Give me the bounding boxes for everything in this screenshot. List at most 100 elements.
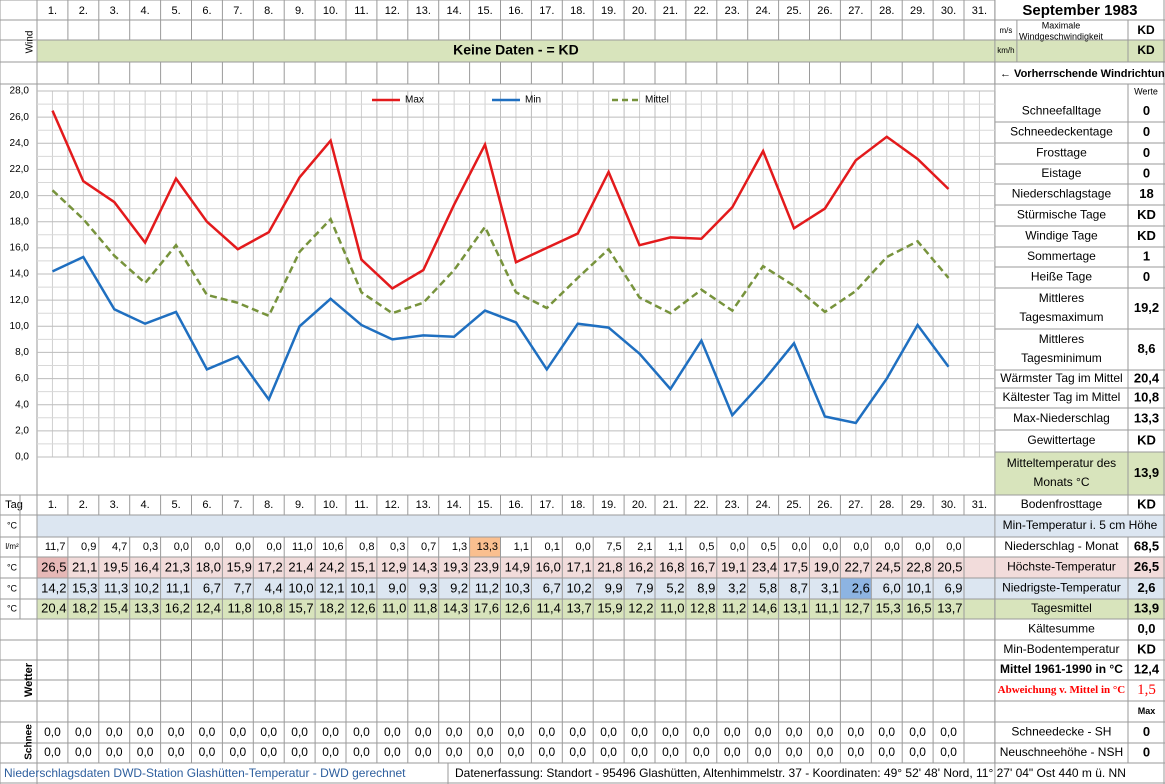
table-cell: 21,4	[288, 559, 313, 574]
panel-label: Tagesmaximum	[1019, 310, 1103, 324]
series-line	[51, 255, 950, 425]
table-cell: 0,0	[662, 725, 679, 739]
table-cell: 15,9	[227, 559, 252, 574]
table-cell: 11,0	[292, 541, 313, 553]
day-label: 28.	[879, 499, 894, 511]
panel-label: Min-Bodentemperatur	[1003, 642, 1119, 656]
table-cell: 11,1	[166, 580, 190, 595]
day-label: 1.	[48, 499, 57, 511]
table-cell: 24,2	[319, 559, 344, 574]
y-tick-label: 12,0	[10, 295, 30, 306]
table-cell: 19,5	[103, 559, 128, 574]
panel-value: 13,9	[1134, 600, 1159, 615]
panel-value: 26,5	[1134, 559, 1159, 574]
day-label: 15.	[477, 5, 492, 17]
table-cell: 14,9	[505, 559, 530, 574]
table-cell: 21,3	[165, 559, 190, 574]
table-cell: 21,8	[597, 559, 622, 574]
table-cell: 10,2	[566, 580, 591, 595]
table-cell: 0,0	[236, 541, 251, 553]
table-cell: 0,0	[477, 745, 494, 759]
table-cell: 16,5	[906, 600, 931, 615]
y-tick-label: 28,0	[10, 86, 30, 97]
y-tick-label: 16,0	[10, 242, 30, 253]
day-label: 16.	[508, 5, 523, 17]
table-cell: 17,1	[566, 559, 591, 574]
y-tick-label: 24,0	[10, 138, 30, 149]
series-line	[51, 189, 950, 318]
day-label: 26.	[817, 5, 832, 17]
label: Windgeschwindigkeit	[1019, 31, 1104, 41]
table-cell: 6,0	[883, 580, 901, 595]
table-cell: 13,7	[937, 600, 962, 615]
panel-label: Gewittertage	[1027, 433, 1095, 447]
table-cell: 0,0	[724, 725, 741, 739]
day-label: 8.	[264, 499, 273, 511]
panel-label: Stürmische Tage	[1017, 208, 1106, 222]
panel-label: Mittleres	[1039, 291, 1084, 305]
table-cell: 2,1	[637, 541, 652, 553]
panel-label: Bodenfrosttage	[1021, 497, 1103, 511]
table-cell: 0,0	[199, 745, 216, 759]
table-cell: 0,0	[755, 745, 772, 759]
table-cell: 0,0	[384, 725, 401, 739]
table-cell: 0,0	[446, 725, 463, 739]
table-cell: 3,1	[821, 580, 839, 595]
day-label: 7.	[233, 5, 242, 17]
day-label: 3.	[110, 5, 119, 17]
panel-label: Max-Niederschlag	[1013, 411, 1110, 425]
table-cell: 18,0	[196, 559, 221, 574]
y-tick-label: 18,0	[10, 216, 30, 227]
table-cell: 0,8	[359, 541, 374, 553]
day-label: 25.	[786, 499, 801, 511]
table-cell: 13,7	[566, 600, 591, 615]
table-cell: 0,0	[575, 541, 590, 553]
panel-label: Windige Tage	[1025, 229, 1098, 243]
table-cell: 10,2	[134, 580, 159, 595]
table-cell: 0,0	[266, 541, 281, 553]
table-cell: 0,0	[724, 745, 741, 759]
table-cell: 0,0	[946, 541, 961, 553]
panel-value: 0	[1143, 145, 1150, 160]
cell-bg	[37, 578, 995, 599]
table-cell: 10,3	[505, 580, 530, 595]
panel-label: Eistage	[1041, 166, 1081, 180]
panel-label: Niederschlag - Monat	[1004, 539, 1119, 553]
table-cell: 0,0	[291, 725, 308, 739]
table-cell: 11,0	[660, 600, 684, 615]
footer-text: Datenerfassung: Standort - 95496 Glashüt…	[455, 766, 1126, 780]
y-tick-label: 22,0	[10, 164, 30, 175]
table-cell: 10,6	[322, 541, 343, 553]
panel-label: Schneedeckentage	[1010, 125, 1113, 139]
label: September 1983	[1022, 2, 1137, 19]
table-cell: 0,0	[353, 745, 370, 759]
table-cell: 11,2	[722, 600, 746, 615]
cell-bg	[994, 452, 1165, 495]
panel-value: 1,5	[1137, 682, 1156, 698]
table-cell: 2,6	[852, 580, 870, 595]
panel-value: KD	[1137, 496, 1156, 511]
day-label: 26.	[817, 499, 832, 511]
table-cell: 0,0	[848, 725, 865, 739]
cell-bg	[994, 40, 1165, 62]
day-label: 23.	[725, 5, 740, 17]
table-cell: 0,0	[415, 745, 432, 759]
panel-label: Mittel 1961-1990 in °C	[1000, 662, 1123, 676]
day-label: 20.	[632, 5, 647, 17]
table-cell: 11,7	[45, 541, 66, 553]
table-cell: 0,0	[786, 725, 803, 739]
table-cell: 0,0	[230, 725, 247, 739]
axis-label: Schnee	[24, 724, 35, 760]
label: °C	[7, 603, 18, 613]
table-cell: 14,2	[41, 580, 66, 595]
table-cell: 12,2	[628, 600, 653, 615]
day-label: 2.	[79, 5, 88, 17]
panel-label: Kältesumme	[1028, 622, 1095, 636]
table-cell: 0,0	[106, 725, 123, 739]
day-label: 5.	[171, 499, 180, 511]
day-label: 31.	[972, 5, 987, 17]
day-label: 30.	[941, 5, 956, 17]
panel-label: Abweichung v. Mittel in °C	[998, 684, 1126, 696]
table-cell: 0,0	[477, 725, 494, 739]
